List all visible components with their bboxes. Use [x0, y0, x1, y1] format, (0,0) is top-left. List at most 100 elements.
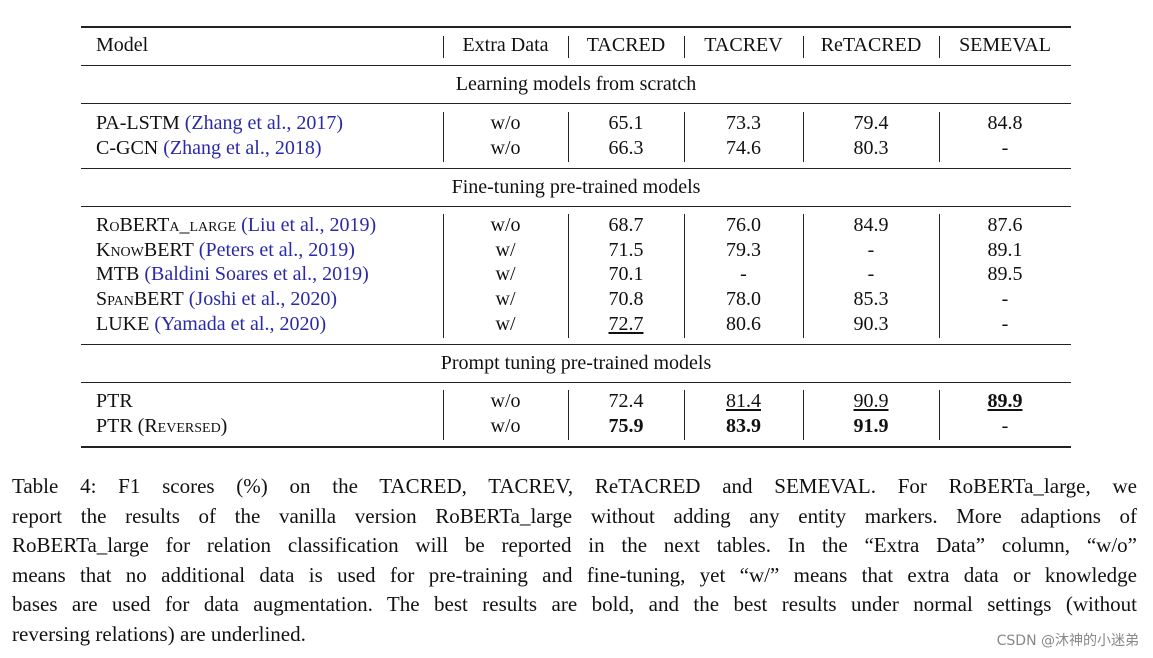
header-sep-3	[684, 36, 685, 58]
tacred-cell: 72.7	[608, 313, 644, 335]
retacred-cell: -	[867, 239, 875, 261]
tacrev-cell: 78.0	[726, 288, 761, 310]
tacrev-cell: -	[740, 263, 747, 285]
section-rule-2	[81, 168, 1071, 169]
block1-sep-1	[443, 112, 444, 162]
tacrev-cell: 80.6	[726, 313, 761, 335]
tacrev-cell: 79.3	[726, 239, 761, 261]
extra-data-cell: w/o	[490, 137, 521, 159]
retacred-cell: 80.3	[853, 137, 889, 159]
semeval-cell: -	[1001, 313, 1009, 335]
caption-line-6: reversing relations) are underlined.	[12, 621, 306, 646]
tacred-cell: 75.9	[608, 415, 644, 437]
extra-data-cell: w/o	[490, 390, 521, 412]
table-row-ptr: PTR w/o 72.4 81.4 90.9 89.9	[81, 389, 1071, 414]
block2-sep-5	[939, 214, 940, 338]
block1-sep-3	[684, 112, 685, 162]
tacred-cell: 65.1	[608, 112, 644, 134]
model-name: SpanBERT (Joshi et al., 2020)	[96, 288, 338, 310]
semeval-cell: -	[1001, 415, 1009, 437]
tacred-cell: 68.7	[608, 214, 644, 236]
block3-sep-5	[939, 390, 940, 440]
block3-sep-4	[803, 390, 804, 440]
caption-line-1: Table 4: F1 scores (%) on the TACRED, TA…	[12, 474, 1137, 498]
extra-data-cell: w/o	[490, 415, 521, 437]
header-sep-1	[443, 36, 444, 58]
model-name: RoBERTa_large (Liu et al., 2019)	[96, 214, 377, 236]
header-rule	[81, 65, 1071, 66]
table-row-knowbert: KnowBERT (Peters et al., 2019) w/ 71.5 7…	[81, 238, 1071, 263]
tacrev-cell: 76.0	[726, 214, 761, 236]
block1-sep-4	[803, 112, 804, 162]
header-sep-4	[803, 36, 804, 58]
model-name: C-GCN (Zhang et al., 2018)	[96, 137, 322, 159]
semeval-cell: 87.6	[987, 214, 1023, 236]
block2-sep-4	[803, 214, 804, 338]
caption-line-3: RoBERTa_large for relation classificatio…	[12, 533, 1137, 557]
retacred-cell: 90.9	[853, 390, 889, 412]
block3-sep-2	[568, 390, 569, 440]
tacred-cell: 72.4	[608, 390, 644, 412]
tacrev-cell: 81.4	[726, 390, 761, 412]
model-name: PTR	[96, 390, 133, 412]
citation-link[interactable]: (Zhang et al., 2018)	[163, 137, 322, 159]
header-sep-2	[568, 36, 569, 58]
table-row-pa-lstm: PA-LSTM (Zhang et al., 2017) w/o 65.1 73…	[81, 111, 1071, 136]
citation-link[interactable]: (Joshi et al., 2020)	[188, 288, 338, 310]
bottom-rule	[81, 446, 1071, 448]
semeval-cell: 89.1	[987, 239, 1023, 261]
block3-sep-3	[684, 390, 685, 440]
model-name: KnowBERT (Peters et al., 2019)	[96, 239, 355, 261]
caption-line-4: means that no additional data is used fo…	[12, 562, 1137, 587]
semeval-cell: 84.8	[987, 112, 1023, 134]
header-extra-data: Extra Data	[462, 34, 549, 56]
tacrev-cell: 83.9	[726, 415, 761, 437]
watermark: CSDN @沐神的小迷弟	[996, 633, 1139, 649]
retacred-cell: 84.9	[853, 214, 889, 236]
retacred-cell: -	[867, 263, 875, 285]
citation-link[interactable]: (Zhang et al., 2017)	[184, 112, 344, 134]
model-name: LUKE (Yamada et al., 2020)	[96, 313, 327, 335]
model-name: MTB (Baldini Soares et al., 2019)	[96, 263, 369, 285]
tacrev-cell: 74.6	[726, 137, 761, 159]
header-sep-5	[939, 36, 940, 58]
citation-link[interactable]: (Baldini Soares et al., 2019)	[144, 263, 369, 285]
top-rule	[81, 26, 1071, 28]
header-row: Model Extra Data TACRED TACREV ReTACRED …	[81, 33, 1071, 58]
block1-sep-5	[939, 112, 940, 162]
section-rule-4	[81, 344, 1071, 345]
model-name: PA-LSTM (Zhang et al., 2017)	[96, 112, 344, 134]
extra-data-cell: w/o	[490, 112, 521, 134]
semeval-cell: -	[1001, 288, 1009, 310]
tacred-cell: 66.3	[608, 137, 644, 159]
retacred-cell: 90.3	[853, 313, 889, 335]
semeval-cell: 89.9	[987, 390, 1023, 412]
caption-line-5: bases are used for data augmentation. Th…	[12, 592, 1137, 616]
tacred-cell: 71.5	[608, 239, 644, 261]
citation-link[interactable]: (Yamada et al., 2020)	[154, 313, 327, 335]
section-rule-3	[81, 206, 1071, 207]
retacred-cell: 85.3	[853, 288, 889, 310]
block2-sep-1	[443, 214, 444, 338]
section-rule-1	[81, 103, 1071, 104]
header-tacred: TACRED	[586, 34, 666, 56]
table-row-spanbert: SpanBERT (Joshi et al., 2020) w/ 70.8 78…	[81, 287, 1071, 312]
block2-sep-3	[684, 214, 685, 338]
table-caption: Table 4: F1 scores (%) on the TACRED, TA…	[12, 472, 1137, 649]
tacrev-cell: 73.3	[726, 112, 761, 134]
citation-link[interactable]: (Peters et al., 2019)	[198, 239, 355, 261]
extra-data-cell: w/	[495, 288, 516, 310]
retacred-cell: 79.4	[853, 112, 889, 134]
table-row-roberta-large: RoBERTa_large (Liu et al., 2019) w/o 68.…	[81, 213, 1071, 238]
table-row-ptr-reversed: PTR (Reversed) w/o 75.9 83.9 91.9 -	[81, 414, 1071, 439]
table-row-luke: LUKE (Yamada et al., 2020) w/ 72.7 80.6 …	[81, 312, 1071, 337]
extra-data-cell: w/	[495, 313, 516, 335]
tacred-cell: 70.8	[608, 288, 644, 310]
tacred-cell: 70.1	[608, 263, 644, 285]
semeval-cell: -	[1001, 137, 1009, 159]
citation-link[interactable]: (Liu et al., 2019)	[241, 214, 377, 236]
header-retacred: ReTACRED	[820, 34, 922, 56]
extra-data-cell: w/o	[490, 214, 521, 236]
caption-line-2: report the results of the vanilla versio…	[12, 503, 1137, 528]
header-model: Model	[96, 34, 149, 56]
